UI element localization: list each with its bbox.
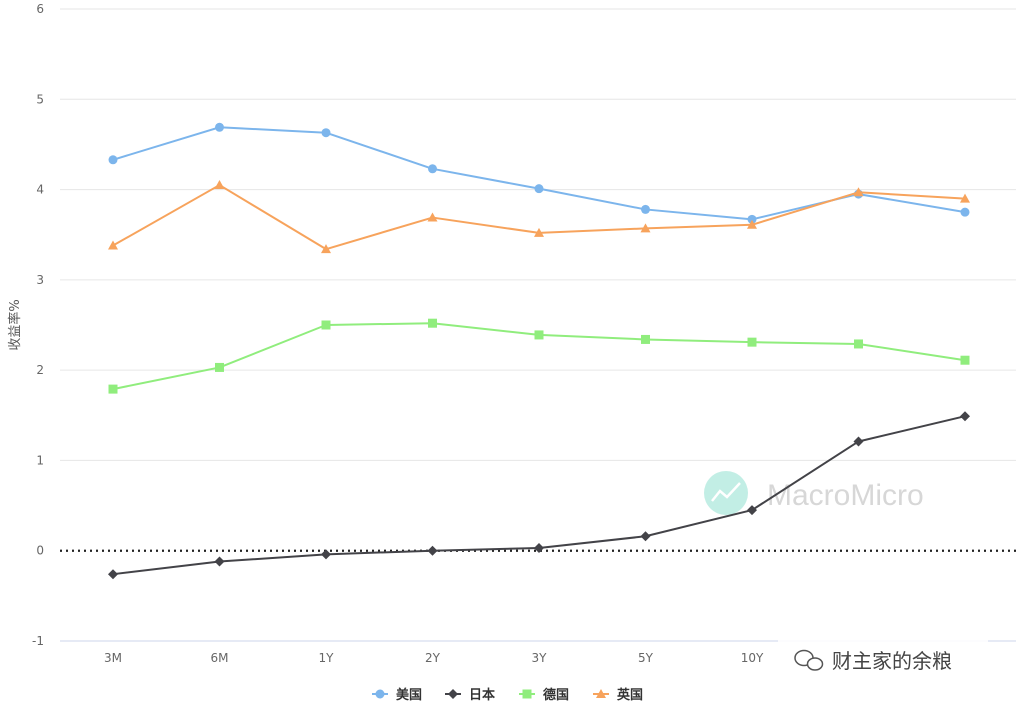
y-axis-ticks: -1 0 1 2 3 4 5 6 收益率%	[7, 2, 44, 648]
x-tick-label: 10Y	[741, 651, 764, 665]
x-tick-label: 3M	[104, 651, 122, 665]
y-tick-label: 1	[36, 453, 44, 467]
legend-marker-icon	[522, 689, 532, 699]
data-point[interactable]	[428, 318, 437, 328]
data-point[interactable]	[108, 569, 118, 580]
data-point[interactable]	[960, 193, 970, 203]
data-point[interactable]	[321, 549, 331, 560]
data-point[interactable]	[747, 214, 757, 224]
data-point[interactable]	[534, 227, 544, 237]
series-3	[108, 180, 970, 254]
data-point[interactable]	[321, 320, 331, 330]
x-tick-label: 1Y	[319, 651, 335, 665]
series-line	[112, 184, 966, 251]
data-point[interactable]	[427, 545, 438, 556]
data-point[interactable]	[747, 219, 757, 229]
legend-label: 美国	[396, 687, 422, 703]
legend-label: 英国	[616, 687, 643, 703]
data-point[interactable]	[428, 164, 437, 174]
data-point[interactable]	[534, 184, 544, 194]
x-tick-label: 6M	[211, 651, 229, 665]
series-2	[108, 318, 970, 394]
data-point[interactable]	[641, 204, 650, 214]
data-point[interactable]	[108, 155, 118, 165]
data-point[interactable]	[534, 543, 544, 554]
data-point[interactable]	[960, 411, 970, 422]
data-point[interactable]	[534, 330, 544, 340]
series-0	[108, 122, 970, 224]
series-line	[112, 126, 966, 221]
legend-marker-icon	[596, 689, 606, 698]
legend-marker-icon	[375, 689, 385, 699]
x-tick-label: 5Y	[638, 651, 654, 665]
watermark-text: MacroMicro	[767, 479, 924, 512]
data-point[interactable]	[853, 187, 864, 197]
watermark-logo-mark	[711, 482, 741, 502]
data-point[interactable]	[321, 128, 331, 138]
wechat-icon	[794, 649, 824, 671]
data-point[interactable]	[640, 531, 651, 542]
data-point[interactable]	[640, 223, 651, 233]
data-point[interactable]	[214, 556, 225, 567]
legend-item[interactable]: 日本	[445, 687, 495, 703]
y-tick-label: 2	[36, 363, 44, 377]
data-point[interactable]	[214, 180, 225, 190]
legend-marker-icon	[448, 689, 458, 699]
watermark-logo-icon	[704, 471, 748, 515]
legend-label: 日本	[469, 687, 495, 703]
credit-text: 财主家的余粮	[832, 649, 952, 673]
data-point[interactable]	[960, 207, 970, 217]
data-point[interactable]	[427, 212, 438, 222]
data-point[interactable]	[854, 339, 863, 349]
series-lines	[108, 122, 970, 580]
y-tick-label: 5	[36, 92, 44, 106]
y-tick-label: 3	[36, 273, 44, 287]
x-tick-label: 2Y	[425, 651, 441, 665]
data-point[interactable]	[321, 244, 331, 254]
data-point[interactable]	[641, 334, 650, 344]
y-tick-label: 0	[36, 544, 44, 558]
y-axis-label: 收益率%	[7, 299, 23, 350]
legend-item[interactable]: 英国	[593, 687, 643, 703]
legend: 美国 日本 德国 英国	[372, 687, 643, 703]
x-axis-ticks: 3M 6M 1Y 2Y 3Y 5Y 10Y	[104, 651, 764, 665]
data-point[interactable]	[108, 384, 118, 394]
data-point[interactable]	[215, 362, 224, 372]
series-1	[108, 411, 970, 580]
x-tick-label: 3Y	[532, 651, 548, 665]
data-point[interactable]	[960, 355, 970, 365]
data-point[interactable]	[215, 122, 224, 132]
credit-overlay: 财主家的余粮	[778, 640, 988, 680]
y-tick-label: -1	[32, 634, 44, 648]
data-point[interactable]	[853, 436, 864, 447]
y-tick-label: 4	[36, 183, 44, 197]
legend-item[interactable]: 德国	[519, 687, 569, 703]
data-point[interactable]	[747, 337, 757, 347]
y-tick-label: 6	[36, 2, 44, 16]
watermark: MacroMicro	[704, 471, 924, 515]
data-point[interactable]	[747, 505, 757, 516]
legend-label: 德国	[543, 687, 569, 703]
data-point[interactable]	[108, 240, 118, 250]
legend-item[interactable]: 美国	[372, 687, 422, 703]
